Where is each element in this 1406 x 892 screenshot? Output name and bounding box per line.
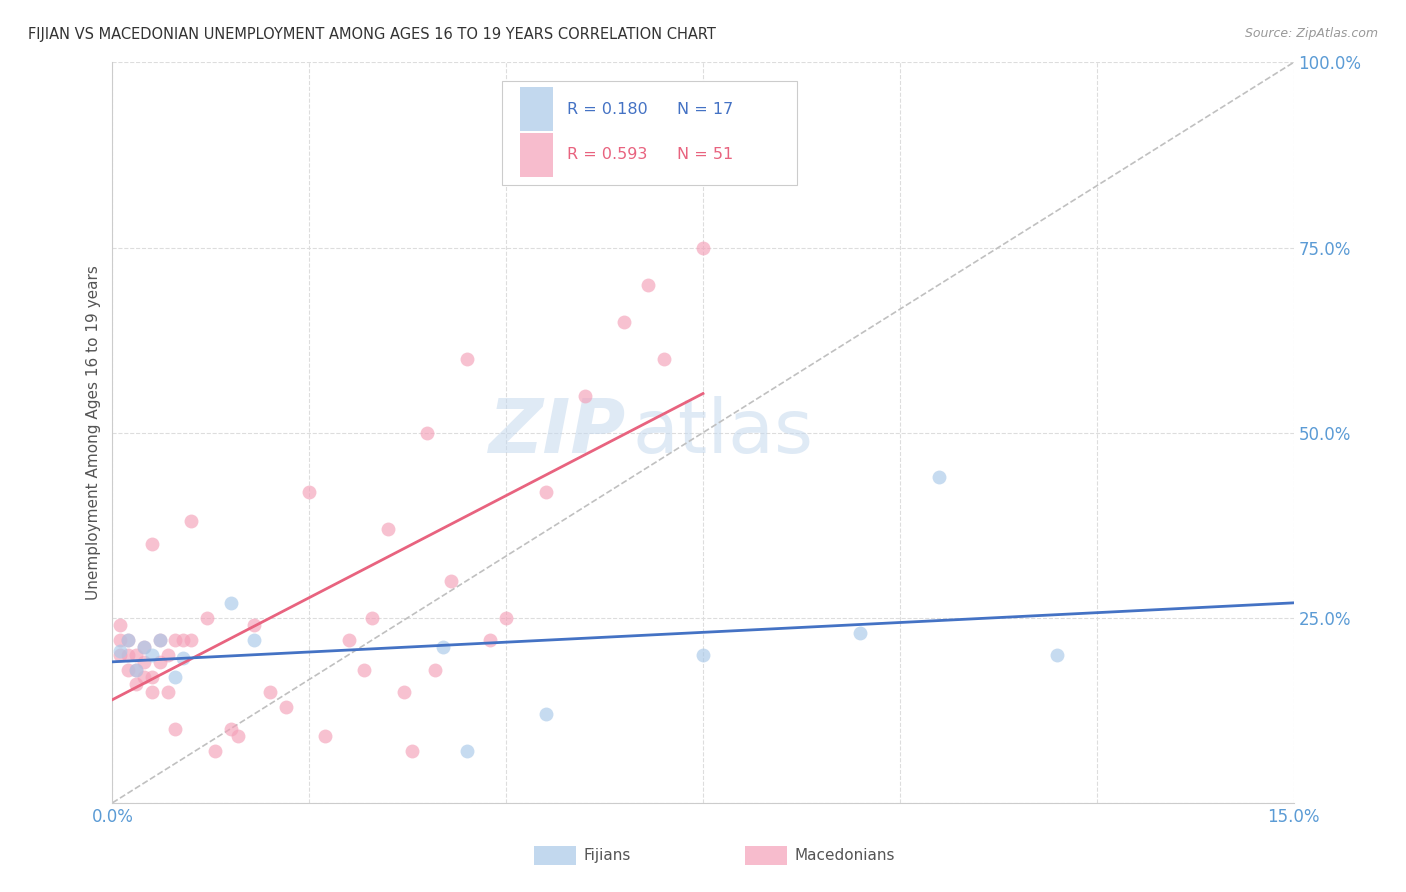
Point [132, 640, 155, 655]
Point [692, 240, 714, 255]
Point [243, 632, 266, 647]
Point [165, 632, 187, 647]
Point [652, 351, 675, 366]
Text: atlas: atlas [633, 396, 813, 469]
Point [219, 596, 242, 610]
Point [141, 670, 163, 684]
Point [149, 655, 172, 669]
Point [432, 640, 454, 655]
Text: ZIP: ZIP [489, 396, 626, 469]
Text: Source: ZipAtlas.com: Source: ZipAtlas.com [1244, 27, 1378, 40]
Y-axis label: Unemployment Among Ages 16 to 19 years: Unemployment Among Ages 16 to 19 years [86, 265, 101, 600]
Point [1046, 648, 1069, 662]
Point [117, 648, 139, 662]
Point [574, 388, 596, 402]
Point [149, 632, 172, 647]
Point [495, 610, 517, 624]
Point [110, 632, 132, 647]
Text: N = 17: N = 17 [678, 102, 734, 117]
Point [849, 625, 872, 640]
Text: R = 0.593: R = 0.593 [567, 147, 648, 162]
Point [172, 632, 194, 647]
Point [353, 663, 375, 677]
Point [110, 618, 132, 632]
Point [132, 655, 155, 669]
Point [416, 425, 439, 440]
Point [132, 670, 155, 684]
Point [195, 610, 218, 624]
Text: N = 51: N = 51 [678, 147, 734, 162]
Point [125, 648, 148, 662]
Point [172, 651, 194, 665]
Point [180, 515, 202, 529]
Point [219, 722, 242, 736]
Point [425, 663, 447, 677]
Point [337, 632, 360, 647]
Point [117, 632, 139, 647]
Point [125, 677, 148, 691]
Point [259, 685, 281, 699]
Point [110, 648, 132, 662]
Text: Fijians: Fijians [583, 848, 631, 863]
Point [692, 648, 714, 662]
Point [110, 644, 132, 658]
Point [401, 744, 423, 758]
Point [392, 685, 415, 699]
Point [361, 610, 384, 624]
Point [156, 648, 179, 662]
Point [165, 722, 187, 736]
Point [165, 670, 187, 684]
Point [125, 663, 148, 677]
Point [180, 632, 202, 647]
Point [204, 744, 226, 758]
Point [132, 640, 155, 655]
Point [243, 618, 266, 632]
FancyBboxPatch shape [502, 81, 797, 185]
Point [440, 574, 463, 588]
Point [613, 314, 636, 328]
Point [377, 522, 399, 536]
Point [125, 663, 148, 677]
Text: FIJIAN VS MACEDONIAN UNEMPLOYMENT AMONG AGES 16 TO 19 YEARS CORRELATION CHART: FIJIAN VS MACEDONIAN UNEMPLOYMENT AMONG … [28, 27, 716, 42]
Point [479, 632, 502, 647]
Point [534, 706, 557, 721]
Point [156, 685, 179, 699]
Point [456, 744, 478, 758]
Point [141, 648, 163, 662]
Point [141, 536, 163, 550]
Point [314, 729, 336, 743]
Bar [520, 87, 553, 131]
Point [274, 699, 297, 714]
Text: R = 0.180: R = 0.180 [567, 102, 648, 117]
Point [117, 663, 139, 677]
Point [141, 685, 163, 699]
Point [149, 632, 172, 647]
Point [534, 484, 557, 499]
Text: Macedonians: Macedonians [794, 848, 894, 863]
Point [456, 351, 478, 366]
Point [298, 484, 321, 499]
Bar [520, 133, 553, 178]
Point [637, 277, 659, 292]
Point [928, 470, 950, 484]
Point [228, 729, 250, 743]
Point [117, 632, 139, 647]
